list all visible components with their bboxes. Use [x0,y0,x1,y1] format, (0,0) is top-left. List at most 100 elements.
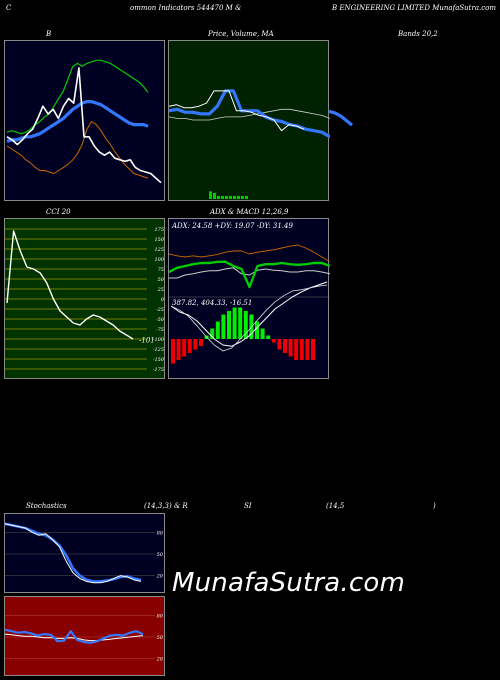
price-line [169,90,305,132]
cci-tick-label: 25 [157,287,164,293]
bollinger-panel [4,40,165,201]
price-ma-long [169,89,330,139]
volume-bar [245,195,248,199]
rsi-close: ) [433,502,436,510]
macd-hist-bar [232,307,237,339]
rsi-chart: 80 50 20 [5,613,164,663]
cci-tick-label: -125 [153,347,164,353]
macd-hist-bar [182,339,187,357]
header-title: ommon Indicators 544470 M & [130,4,242,12]
adx-line [169,260,330,289]
cci-tick-label: -150 [153,357,165,363]
bb-upper-band [6,59,149,135]
cci-value-label: -101 [139,336,155,344]
stoch-tick-label: 20 [156,574,164,580]
adx-values: ADX: 24.58 +DY: 19.07 -DY: 31.49 [172,222,293,230]
macd-hist-bar [288,339,293,357]
price-chart [169,89,330,199]
rsi-panel: 80 50 20 [4,596,165,676]
cci-tick-label: 0 [161,297,165,303]
price-panel [168,40,330,201]
stoch-chart: 80 50 20 [5,522,164,584]
cci-tick-label: -25 [156,307,164,313]
bb-lower-band [6,121,149,179]
bb-title: B [46,30,52,38]
stoch-title: Stochastics [26,502,67,510]
macd-hist-bar [215,321,220,339]
volume-bar [221,195,224,199]
macd-hist-bar [283,339,287,353]
volume-bar [241,195,244,199]
rsi-ma-line [5,633,144,642]
rsi-tick-label: 50 [157,635,164,641]
adx-title: ADX & MACD 12,26,9 [210,208,289,216]
macd-hist-bar [243,311,248,339]
macd-hist-bar [210,328,215,339]
bb-price-line [6,67,162,184]
rsi-params: (14,5 [326,502,345,510]
cci-tick-label: 175 [154,227,164,233]
macd-hist-bar [305,339,310,360]
cci-tick-label: -50 [156,317,165,323]
stoch-tick-label: 50 [157,552,164,558]
macd-hist-bar [299,339,304,360]
rsi-line [5,628,144,644]
cci-chart: 175 150 125 100 75 50 25 0 -25 -50 -75 -100 -125 -150… [5,227,165,373]
macd-line [170,284,328,352]
cci-tick-label: 100 [154,257,164,263]
price-ma-short [169,108,330,121]
rsi-title: SI [244,502,252,510]
cci-title: CCI 20 [46,208,71,216]
stoch-panel: 80 50 20 [4,513,165,593]
bollinger-chart [6,59,162,184]
bands-title: Bands 20,2 [398,30,438,38]
macd-hist-bar [271,339,276,343]
adx-di-line [169,267,330,279]
macd-hist-bar [260,328,265,339]
macd-hist-bar [199,339,203,346]
cci-panel: 175 150 125 100 75 50 25 0 -25 -50 -75 -100 -125 -150… [4,218,165,379]
macd-hist-bar [311,339,315,360]
adx-macd-chart [169,244,330,364]
macd-hist-bar [221,314,226,339]
volume-bar [209,191,212,199]
macd-hist-bar [187,339,192,353]
macd-values: 387.82, 404.33, -16.51 [172,299,253,307]
rsi-tick-label: 20 [156,657,164,663]
macd-hist-bar [238,307,243,339]
cci-tick-label: 75 [158,267,164,273]
header-c: C [6,4,12,12]
volume-bar [225,195,228,199]
price-ma-overflow [328,109,354,127]
macd-signal-line [170,281,328,347]
stoch-tick-label: 80 [157,530,164,536]
adx-panel: ADX: 24.58 +DY: 19.07 -DY: 31.49 387.82,… [168,218,330,379]
rsi-tick-label: 80 [157,613,164,619]
watermark: MunafaSutra.com [172,568,406,598]
cci-tick-label: 150 [154,237,164,243]
price-title: Price, Volume, MA [208,30,274,38]
cci-tick-label: 125 [154,247,164,253]
volume-bar [217,195,220,199]
cci-line [6,230,134,340]
macd-hist-bar [176,339,181,360]
cci-tick-label: -75 [156,327,164,333]
bb-middle-band [6,99,149,143]
header-title-right: B ENGINEERING LIMITED MunafaSutra.com [332,4,497,12]
adx-orange-line [169,244,330,263]
macd-hist-bar [266,335,271,339]
macd-hist-bar [171,339,175,364]
macd-hist-bar [255,321,259,339]
macd-hist-bar [193,339,198,350]
cci-tick-label: -175 [153,367,164,373]
volume-bar [213,192,216,199]
cci-tick-label: -100 [153,337,165,343]
macd-hist-bar [277,339,282,350]
stoch-k-line [5,523,142,584]
volume-bar [229,195,232,199]
macd-hist-bar [227,311,231,339]
volume-bar [237,195,240,199]
stoch-params: (14,3,3) & R [144,502,188,510]
cci-tick-label: 50 [158,277,165,283]
macd-hist-bar [294,339,299,360]
